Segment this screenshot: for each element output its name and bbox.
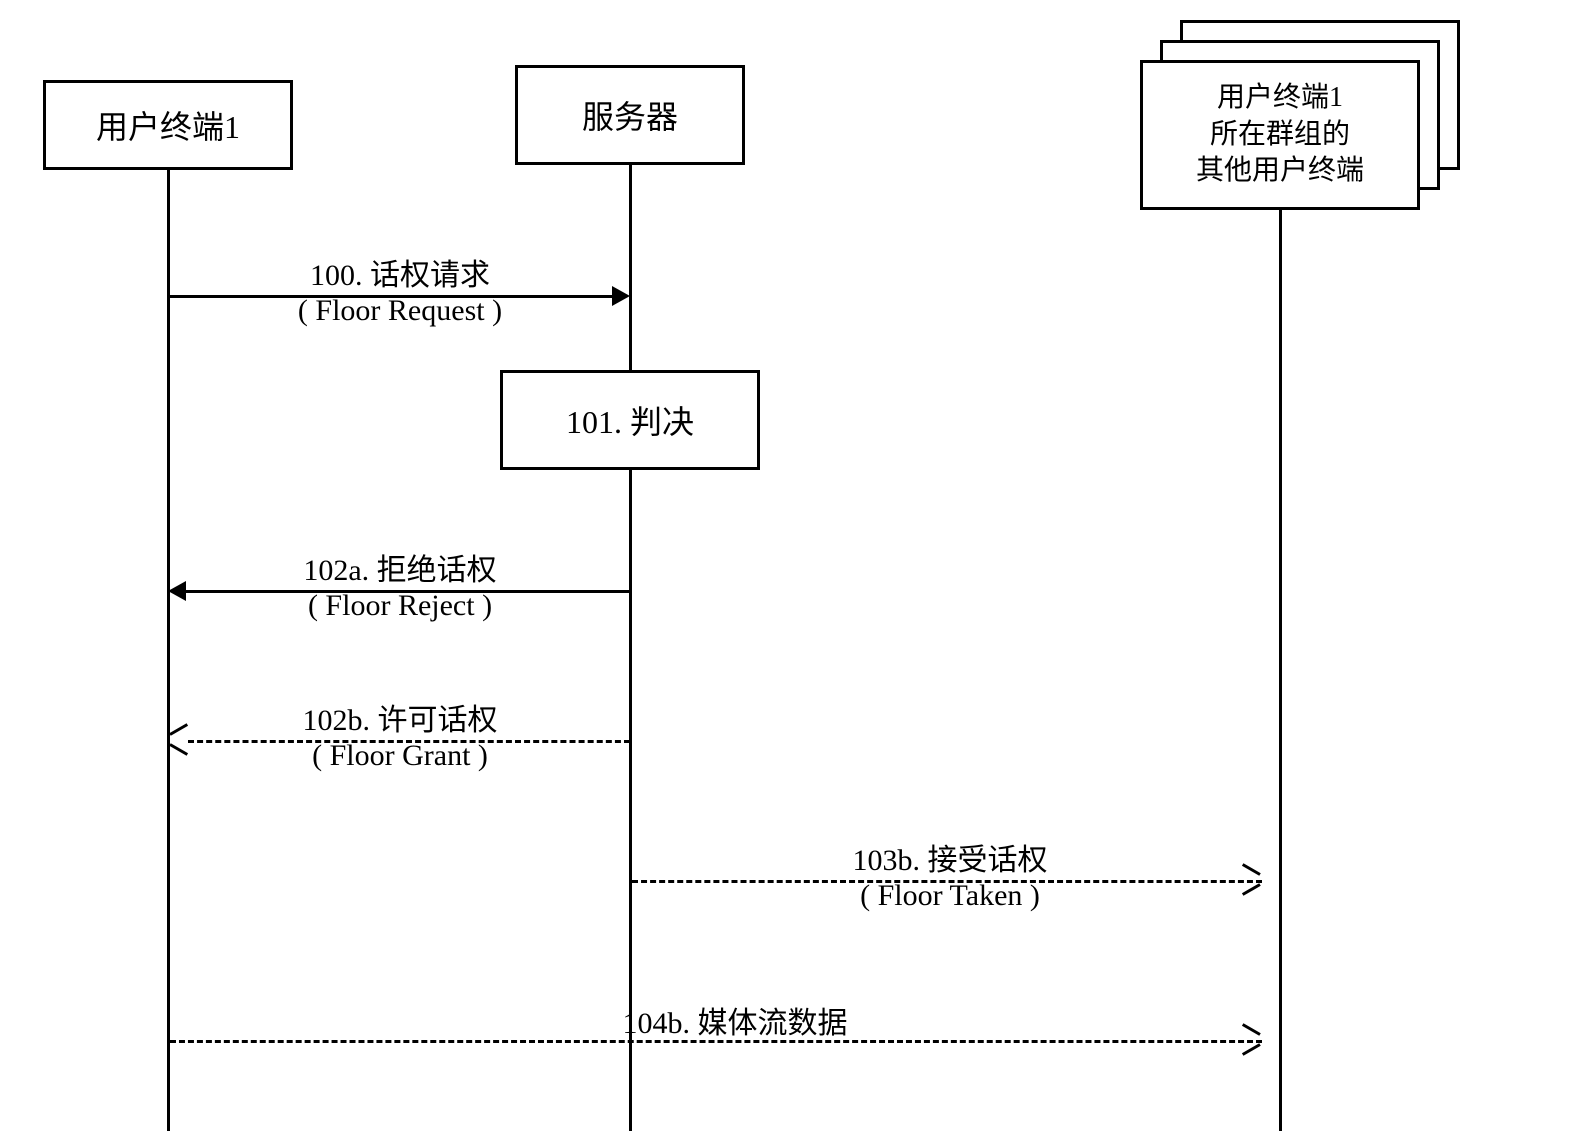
arrow-103b bbox=[632, 880, 1262, 883]
participant-server-label: 服务器 bbox=[582, 92, 678, 138]
message-100-label: 100. 话权请求 ( Floor Request ) bbox=[250, 250, 550, 328]
other-terminals-label-1: 用户终端1 bbox=[1217, 80, 1343, 116]
other-terminals-label-2: 所在群组的 bbox=[1210, 117, 1350, 153]
message-100-line1: 100. 话权请求 bbox=[250, 250, 550, 294]
lifeline-server bbox=[629, 165, 632, 370]
arrow-100-head bbox=[612, 286, 630, 306]
participant-server: 服务器 bbox=[515, 65, 745, 165]
arrow-104b bbox=[170, 1040, 1262, 1043]
arrow-102b bbox=[188, 740, 630, 743]
arrow-100 bbox=[170, 295, 612, 298]
message-103b-label: 103b. 接受话权 ( Floor Taken ) bbox=[800, 835, 1100, 913]
message-103b-line1: 103b. 接受话权 bbox=[800, 835, 1100, 879]
message-102a-line1: 102a. 拒绝话权 bbox=[250, 545, 550, 589]
message-102a-label: 102a. 拒绝话权 ( Floor Reject ) bbox=[250, 545, 550, 623]
activation-101: 101. 判决 bbox=[500, 370, 760, 470]
stack-box-1: 用户终端1 所在群组的 其他用户终端 bbox=[1140, 60, 1420, 210]
other-terminals-label-3: 其他用户终端 bbox=[1196, 153, 1364, 189]
message-104b-label: 104b. 媒体流数据 bbox=[575, 998, 895, 1042]
message-102b-line2: ( Floor Grant ) bbox=[250, 739, 550, 773]
message-102b-label: 102b. 许可话权 ( Floor Grant ) bbox=[250, 695, 550, 773]
participant-terminal1-label: 用户终端1 bbox=[96, 102, 240, 148]
lifeline-terminal1 bbox=[167, 170, 170, 1131]
activation-101-label: 101. 判决 bbox=[566, 397, 694, 443]
message-100-line2: ( Floor Request ) bbox=[250, 294, 550, 328]
arrow-102a bbox=[186, 590, 630, 593]
participant-other-terminals-stack: 用户终端1 所在群组的 其他用户终端 bbox=[1140, 20, 1460, 210]
message-104b-line1: 104b. 媒体流数据 bbox=[575, 998, 895, 1042]
message-103b-line2: ( Floor Taken ) bbox=[800, 879, 1100, 913]
lifeline-other-terminals bbox=[1279, 210, 1282, 1131]
arrow-102a-head bbox=[168, 581, 186, 601]
participant-terminal1: 用户终端1 bbox=[43, 80, 293, 170]
message-102b-line1: 102b. 许可话权 bbox=[250, 695, 550, 739]
message-102a-line2: ( Floor Reject ) bbox=[250, 589, 550, 623]
